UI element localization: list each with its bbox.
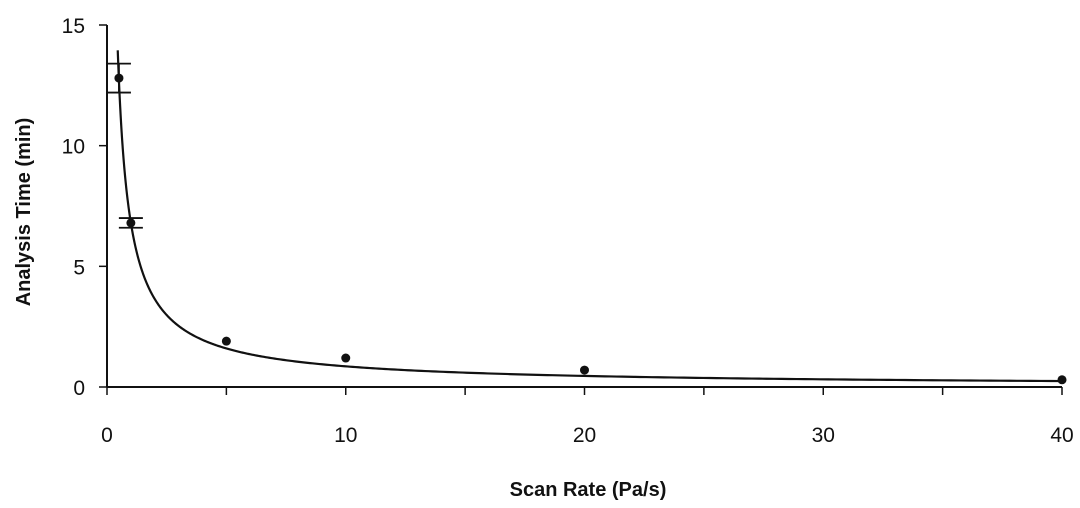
y-axis: 0 5 10 15 Analysis Time (min) [13, 15, 108, 400]
data-point [126, 218, 136, 228]
x-ticks: 0 10 20 30 40 [101, 387, 1074, 447]
data-point [114, 73, 124, 83]
x-axis-title: Scan Rate (Pa/s) [510, 479, 667, 501]
y-tick-label: 15 [62, 15, 85, 38]
data-point [1057, 375, 1067, 385]
y-ticks: 0 5 10 15 [62, 15, 107, 400]
x-tick-label: 40 [1050, 424, 1073, 447]
y-tick-label: 5 [73, 256, 85, 279]
data-point [221, 336, 231, 346]
plot-area [106, 50, 1067, 385]
data-point [341, 353, 351, 363]
x-tick-label: 10 [334, 424, 357, 447]
fit-curve [116, 50, 1063, 383]
x-tick-label: 20 [573, 424, 596, 447]
x-tick-label: 30 [812, 424, 835, 447]
x-tick-label: 0 [101, 424, 113, 447]
x-axis: 0 10 20 30 40 Scan Rate (Pa/s) [101, 386, 1074, 501]
y-tick-label: 10 [62, 136, 85, 159]
data-point [580, 365, 589, 375]
y-axis-title: Analysis Time (min) [13, 118, 35, 307]
y-tick-label: 0 [73, 377, 85, 400]
